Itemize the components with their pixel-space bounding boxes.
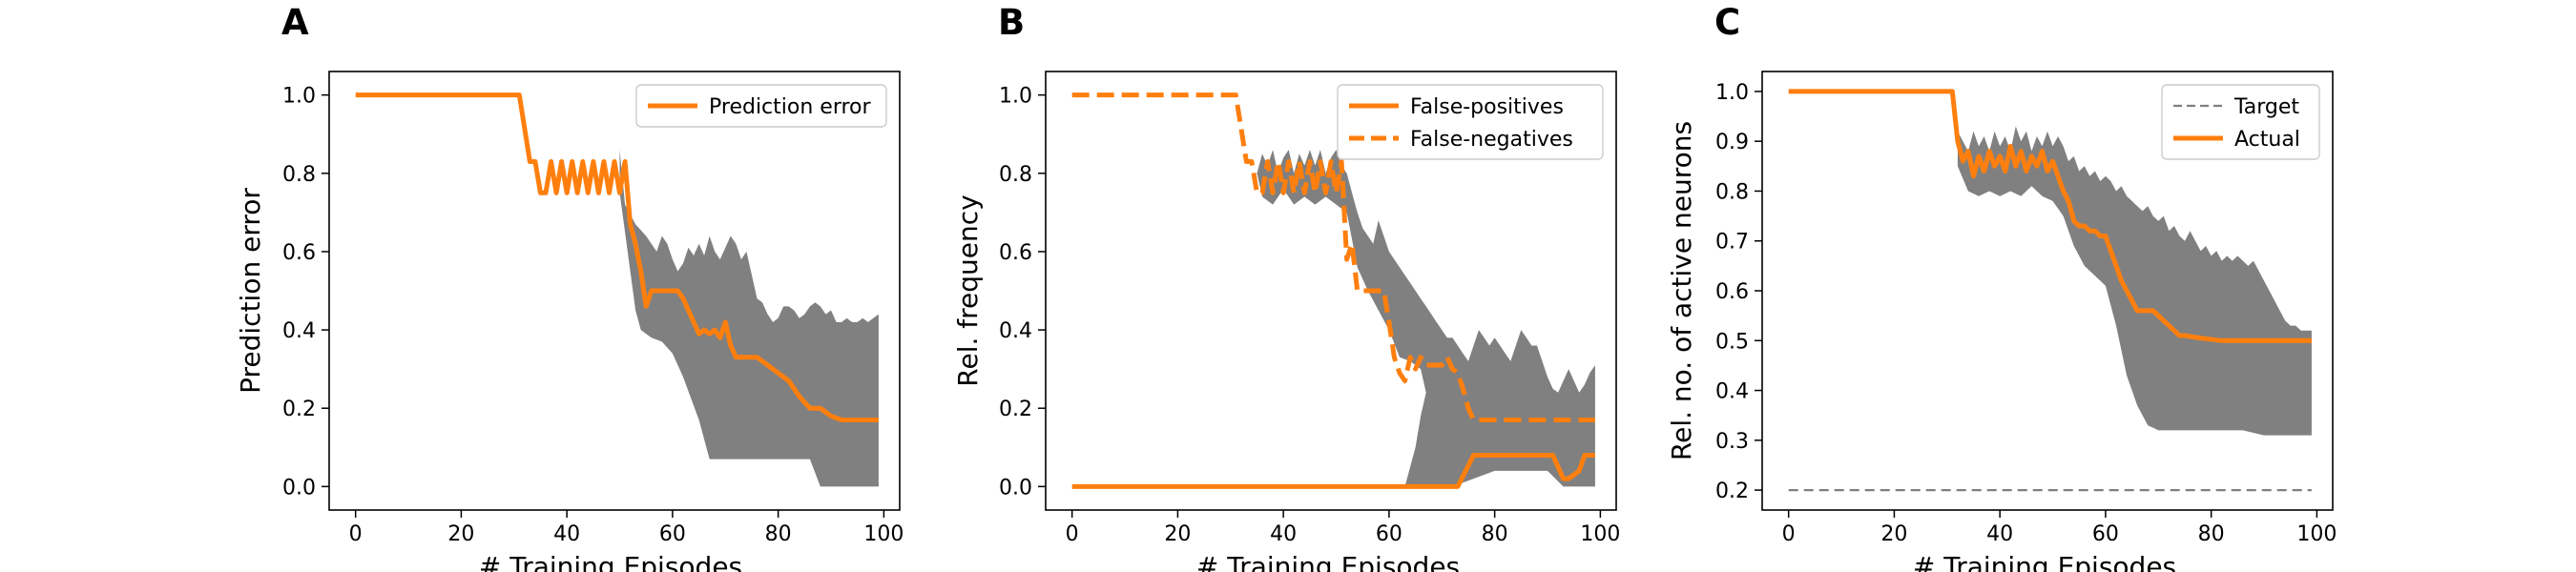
panel-b-y-tick-label: 0.0 <box>999 476 1032 500</box>
panel-c-y-axis-label: Rel. no. of active neurons <box>1666 121 1697 460</box>
panel-b-x-tick-label: 40 <box>1270 522 1297 546</box>
panel-c-y-tick-label: 1.0 <box>1715 81 1749 105</box>
panel-a-x-tick-label: 20 <box>447 522 474 546</box>
panel-a-y-tick-label: 0.2 <box>282 398 316 421</box>
panel-a-y-axis-label: Prediction error <box>235 188 266 394</box>
panel-b-y-axis-label: Rel. frequency <box>952 194 984 386</box>
panel-b-series-line-0 <box>1071 453 1595 489</box>
panel-b-x-tick-label: 0 <box>1066 522 1079 546</box>
panel-b-x-tick-label: 100 <box>1580 522 1620 546</box>
panel-b-variance-band-0 <box>1257 150 1595 487</box>
panel-b-x-tick-label: 20 <box>1164 522 1191 546</box>
panel-a-x-tick-label: 80 <box>765 522 792 546</box>
panel-b-legend-label-0: False-positives <box>1410 95 1564 119</box>
panel-a-axes-frame <box>328 71 901 511</box>
panel-c-x-tick-label: 20 <box>1880 522 1907 546</box>
panel-a-series-line-0 <box>355 92 879 422</box>
panel-c: C Rel. no. of active neurons # Training … <box>1666 2 2337 572</box>
panel-letter-b: B <box>998 2 1025 43</box>
panel-c-x-tick-label: 100 <box>2296 522 2337 546</box>
panel-b-x-tick-label: 80 <box>1482 522 1508 546</box>
panel-a-x-tick-label: 60 <box>659 522 686 546</box>
panel-b-x-axis-label: # Training Episodes <box>1196 551 1460 572</box>
panel-letter-a: A <box>281 2 309 43</box>
panel-a-legend-box <box>635 84 887 128</box>
panel-a-x-axis-label: # Training Episodes <box>479 551 742 572</box>
panel-b-y-tick-label: 0.4 <box>999 319 1032 343</box>
panel-c-x-tick-label: 40 <box>1986 522 2013 546</box>
panel-b-legend-label-1: False-negatives <box>1410 128 1573 152</box>
panel-a-y-tick-label: 0.4 <box>282 319 316 343</box>
panel-c-y-tick-label: 0.4 <box>1715 380 1749 404</box>
panel-a-x-tick-label: 0 <box>349 522 363 546</box>
panel-c-y-tick-label: 0.5 <box>1715 330 1749 354</box>
panel-c-y-tick-label: 0.3 <box>1715 430 1749 454</box>
panel-c-y-tick-label: 0.9 <box>1715 131 1749 154</box>
panel-b-x-tick-label: 60 <box>1376 522 1402 546</box>
panel-a-legend-label-0: Prediction error <box>709 95 871 119</box>
panel-b-y-tick-label: 0.2 <box>999 398 1032 421</box>
panel-c-y-tick-label: 0.7 <box>1715 231 1749 255</box>
panel-b-y-tick-label: 0.8 <box>999 163 1032 187</box>
panel-b-legend-box <box>1337 84 1604 160</box>
panel-a-x-tick-label: 40 <box>553 522 580 546</box>
panel-a: A Prediction error # Training Episodes 0… <box>235 2 904 572</box>
panel-b-series-line-1 <box>1071 92 1595 422</box>
panel-a-y-tick-label: 0.0 <box>282 476 316 500</box>
panel-c-series-line-1 <box>1788 89 2312 343</box>
panel-a-y-tick-label: 1.0 <box>282 85 316 109</box>
panel-a-y-tick-label: 0.6 <box>282 241 316 265</box>
panel-c-x-axis-label: # Training Episodes <box>1913 551 2176 572</box>
panel-c-x-tick-label: 80 <box>2198 522 2225 546</box>
panel-a-y-tick-label: 0.8 <box>282 163 316 187</box>
panel-letter-c: C <box>1714 2 1740 43</box>
panel-b-y-tick-label: 0.6 <box>999 241 1032 265</box>
panel-b-y-tick-label: 1.0 <box>999 85 1032 109</box>
panel-c-y-tick-label: 0.8 <box>1715 180 1749 204</box>
panel-b-axes-frame <box>1045 71 1617 511</box>
panel-c-y-tick-label: 0.2 <box>1715 480 1749 503</box>
panel-a-x-tick-label: 100 <box>863 522 904 546</box>
panel-c-legend-label-1: Actual <box>2234 128 2300 152</box>
panel-c-legend-label-0: Target <box>2233 95 2299 119</box>
panel-c-x-tick-label: 0 <box>1782 522 1796 546</box>
panel-b: B Rel. frequency # Training Episodes 0 20… <box>952 2 1620 572</box>
panel-c-y-tick-label: 0.6 <box>1715 280 1749 304</box>
panel-c-x-tick-label: 60 <box>2092 522 2119 546</box>
panel-a-variance-band-0 <box>619 150 879 487</box>
panel-c-variance-band-0 <box>1957 126 2312 436</box>
